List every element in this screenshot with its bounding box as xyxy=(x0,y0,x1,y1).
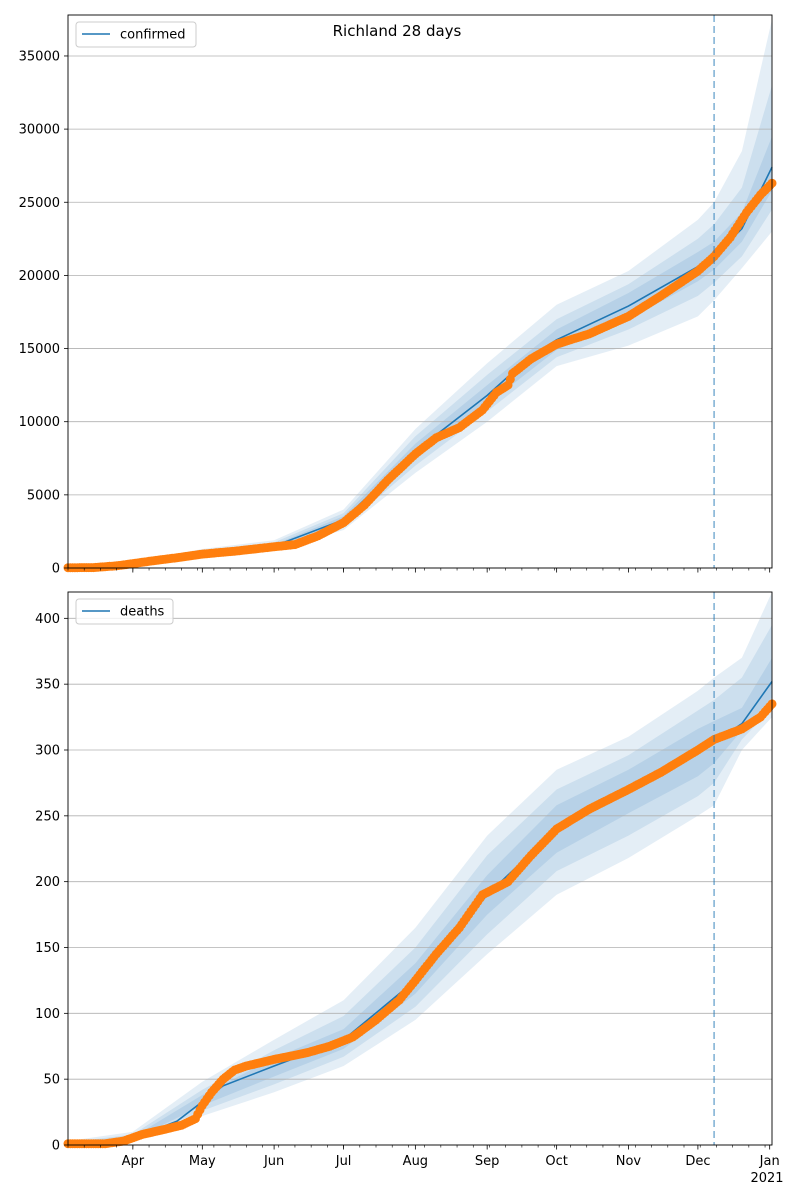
confirmed-band-2 xyxy=(68,85,772,568)
deaths-observed-points xyxy=(63,699,777,1149)
deaths-y-tick-label-0: 0 xyxy=(52,1139,60,1154)
legend-label-confirmed: confirmed xyxy=(120,28,186,43)
legend-frame xyxy=(75,21,197,48)
x-tick-label-4: Aug xyxy=(403,1154,428,1169)
confirmed-y-tick-label-0: 0 xyxy=(52,562,60,577)
deaths-y-tick-label-50: 50 xyxy=(43,1073,60,1088)
confirmed-x-ticks xyxy=(67,568,771,573)
x-year-label: 2021 xyxy=(750,1171,783,1186)
x-tick-label-2: Jun xyxy=(263,1154,284,1169)
confirmed-y-tick-label-20000: 20000 xyxy=(19,269,60,284)
deaths-y-tick-label-100: 100 xyxy=(35,1007,60,1022)
x-tick-label-8: Dec xyxy=(685,1154,710,1169)
confirmed-legend: confirmed xyxy=(75,21,197,48)
x-tick-label-9: Jan xyxy=(759,1154,780,1169)
deaths-axes xyxy=(67,591,773,1146)
x-tick-label-5: Sep xyxy=(475,1154,500,1169)
confirmed-uncertainty-bands xyxy=(68,19,772,568)
confirmed-band-1 xyxy=(68,19,772,568)
deaths-y-tick-label-250: 250 xyxy=(35,809,60,824)
confirmed-observed-points xyxy=(63,178,777,573)
deaths-y-tick-label-300: 300 xyxy=(35,744,60,759)
legend-label-deaths: deaths xyxy=(120,605,165,620)
deaths-y-ticks: 0 50 100 150 200 250 300 350 400 xyxy=(35,612,68,1154)
x-tick-label-0: Apr xyxy=(122,1154,145,1169)
confirmed-axes xyxy=(67,14,773,569)
confirmed-panel: 0 5000 10000 15000 20000 25000 30000 35000 conf… xyxy=(19,14,777,577)
confirmed-y-tick-label-5000: 5000 xyxy=(27,488,60,503)
confirmed-y-ticks: 0 5000 10000 15000 20000 25000 30000 35000 xyxy=(19,49,68,577)
deaths-panel: 0 50 100 150 200 250 300 350 400 Apr May Jun Jul Aug… xyxy=(35,591,784,1186)
deaths-y-tick-label-200: 200 xyxy=(35,875,60,890)
x-tick-labels: Apr May Jun Jul Aug Sep Oct Nov Dec Jan xyxy=(122,1154,780,1169)
x-tick-label-7: Nov xyxy=(616,1154,642,1169)
x-tick-label-1: May xyxy=(189,1154,216,1169)
confirmed-y-tick-label-10000: 10000 xyxy=(19,415,60,430)
deaths-y-tick-label-350: 350 xyxy=(35,678,60,693)
confirmed-y-tick-label-25000: 25000 xyxy=(19,196,60,211)
confirmed-y-tick-label-35000: 35000 xyxy=(19,49,60,64)
legend-frame xyxy=(75,598,174,625)
deaths-y-tick-label-400: 400 xyxy=(35,612,60,627)
confirmed-y-tick-label-30000: 30000 xyxy=(19,123,60,138)
deaths-axes-frame xyxy=(67,591,773,1146)
confirmed-y-tick-label-15000: 15000 xyxy=(19,342,60,357)
confirmed-axes-frame xyxy=(67,14,773,569)
deaths-x-ticks xyxy=(67,1145,771,1150)
figure-title: Richland 28 days xyxy=(333,22,462,40)
x-tick-label-3: Jul xyxy=(335,1154,352,1169)
deaths-legend: deaths xyxy=(75,598,174,625)
deaths-y-tick-label-150: 150 xyxy=(35,941,60,956)
x-tick-label-6: Oct xyxy=(545,1154,567,1169)
